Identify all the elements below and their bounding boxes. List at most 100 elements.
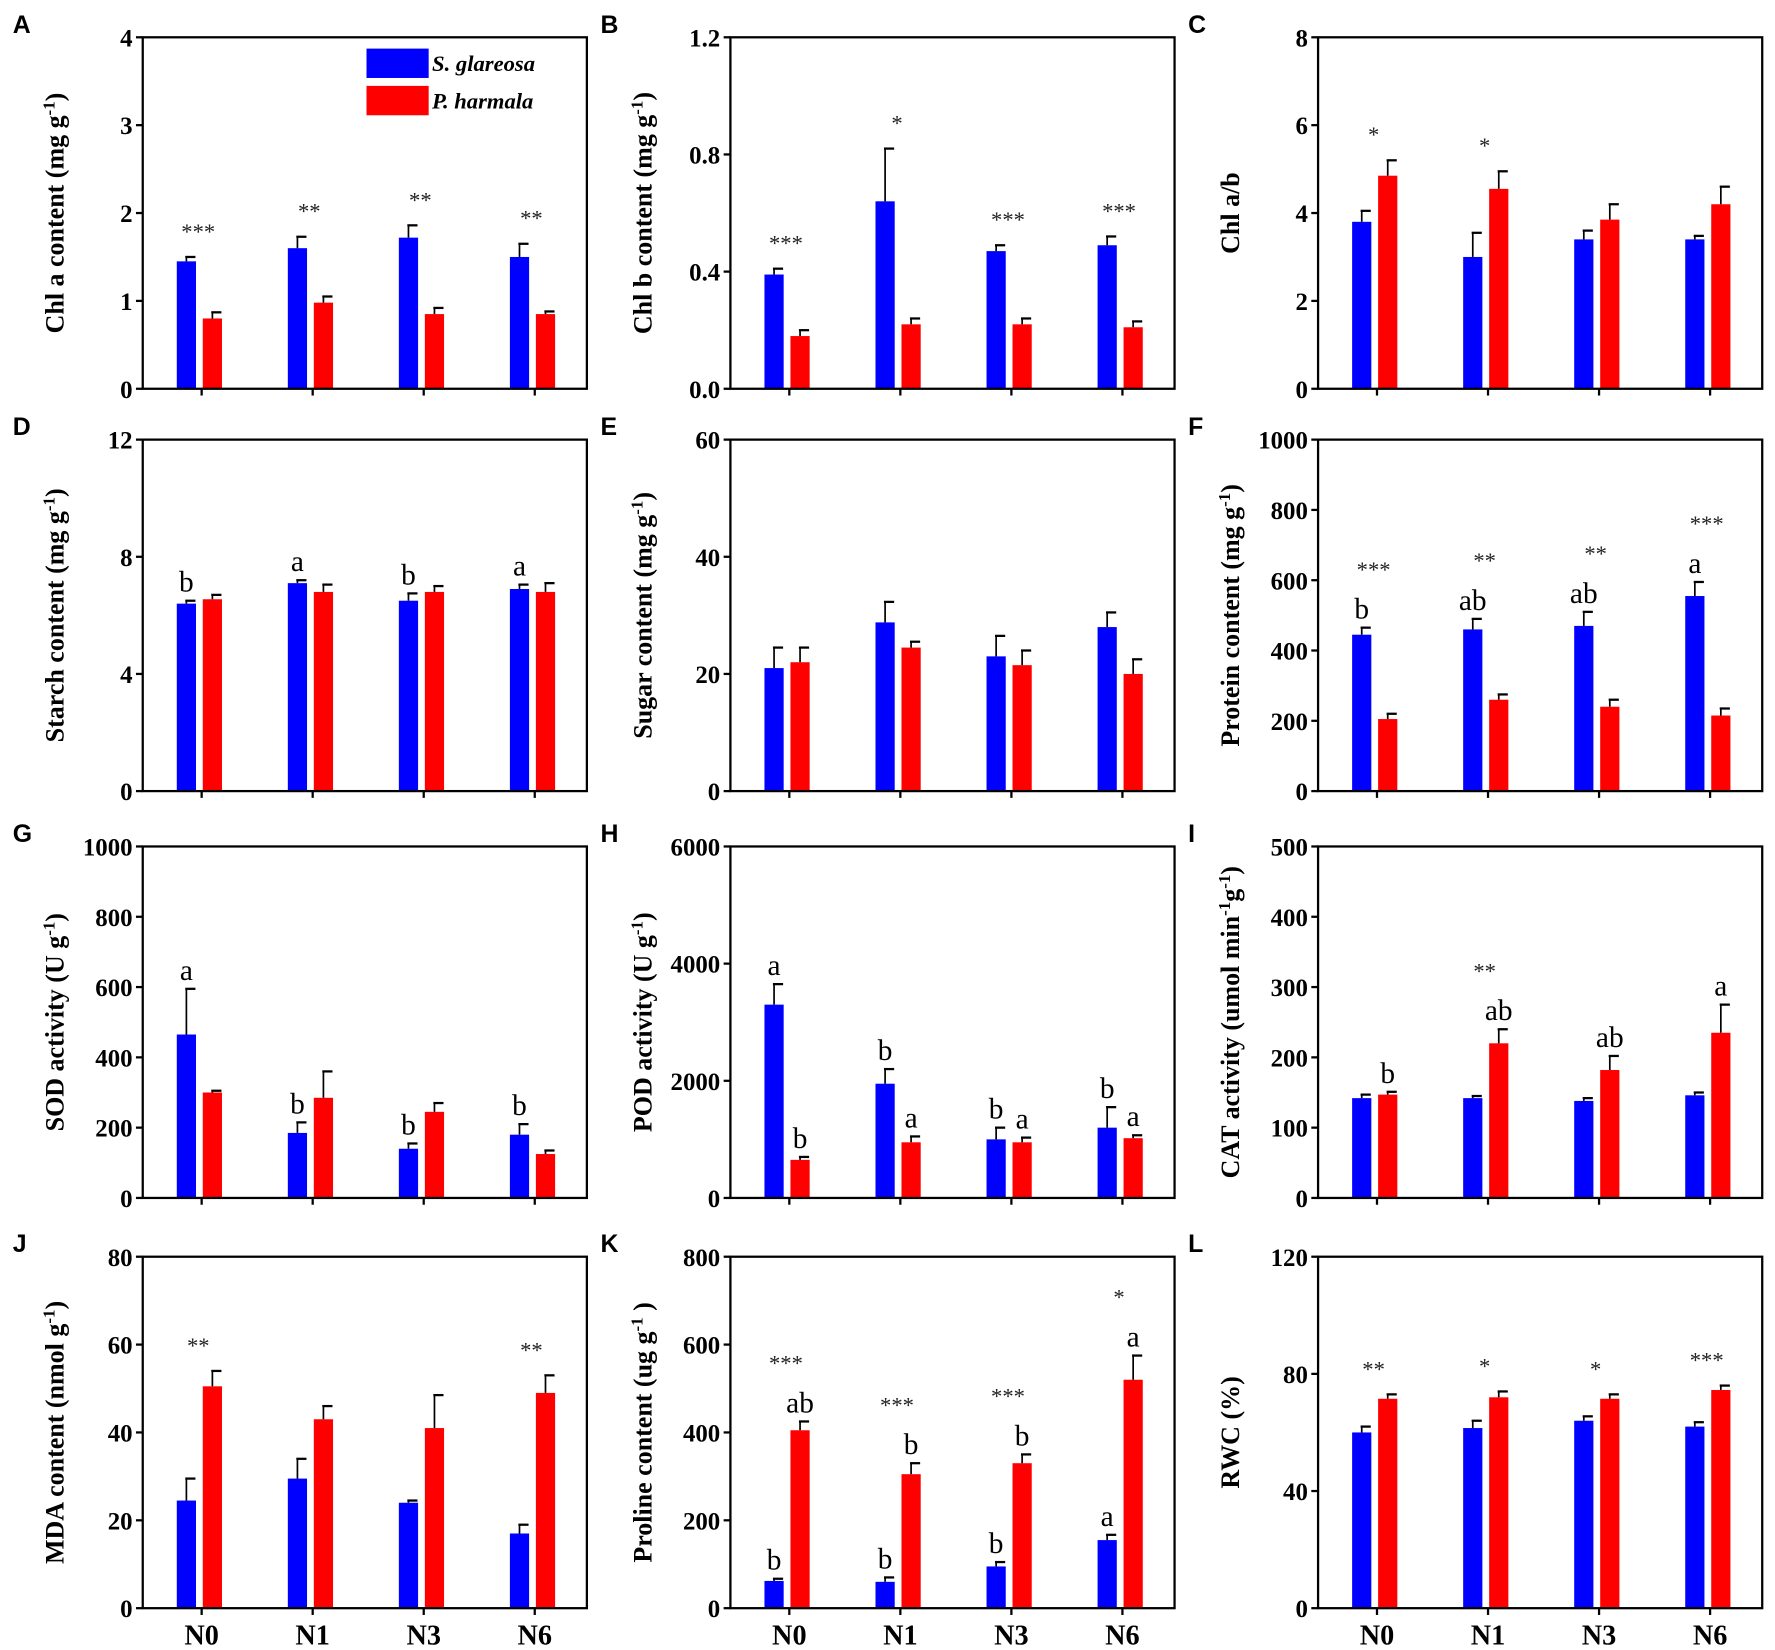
significance-stars: *** (991, 1384, 1025, 1409)
y-tick-label: 0.4 (689, 260, 720, 287)
significance-letter: a (905, 1102, 918, 1134)
panel-l: L 0 40 80 120 RWC (%) N0 ** N1 * N3 * N6 *** (1188, 1230, 1764, 1650)
bar-p-harmala (790, 1159, 810, 1198)
significance-letter: a (1101, 1501, 1114, 1533)
y-tick-label: 2 (1295, 289, 1307, 316)
y-tick-label: 2000 (671, 1069, 721, 1096)
bar-p-harmala (1012, 324, 1032, 389)
bar-p-harmala (1711, 1389, 1731, 1609)
legend-swatch (366, 48, 429, 78)
y-tick-label: 40 (695, 545, 720, 572)
bar-p-harmala (1378, 719, 1398, 792)
bar-p-harmala (1378, 1398, 1398, 1609)
plot-frame (141, 36, 589, 390)
significance-letter: b (1100, 1073, 1115, 1105)
y-tick-label: 20 (108, 1508, 133, 1535)
x-tick-label: N3 (406, 1620, 441, 1650)
panel-d: D 0 4 8 12 Starch content (mg g-1) b a b a (13, 413, 589, 806)
bar-p-harmala (1600, 706, 1620, 792)
panel-label: H (600, 820, 618, 848)
bar-p-harmala (901, 1474, 921, 1609)
legend: S. glareosa P. harmala (366, 48, 535, 116)
bar-p-harmala (1711, 1032, 1731, 1198)
bar-s-glareosa (1463, 1428, 1483, 1609)
bar-p-harmala (1123, 327, 1143, 389)
plot-frame (141, 438, 589, 793)
significance-letter: ab (1459, 585, 1487, 617)
legend-label: P. harmala (431, 88, 533, 113)
bar-s-glareosa (764, 1004, 784, 1198)
y-tick-label: 4 (120, 25, 132, 52)
bar-s-glareosa (398, 1502, 419, 1609)
legend-label: S. glareosa (432, 51, 535, 76)
bar-p-harmala (901, 324, 921, 389)
y-tick-label: 0 (708, 1186, 720, 1213)
significance-stars: *** (181, 219, 215, 244)
bar-s-glareosa (176, 261, 196, 389)
significance-letter: a (1688, 548, 1701, 580)
panel-label: G (13, 820, 32, 848)
significance-stars: * (1368, 122, 1379, 147)
y-axis-label: CAT activity (umol min-1g-1) (1214, 866, 1245, 1178)
y-tick-label: 60 (695, 428, 720, 455)
y-tick-label: 200 (95, 1116, 132, 1143)
y-tick-label: 60 (108, 1333, 133, 1360)
y-tick-label: 800 (95, 905, 132, 932)
plot-frame (729, 845, 1176, 1200)
panel-label: F (1188, 413, 1203, 441)
significance-letter: b (1354, 594, 1369, 626)
bar-s-glareosa (875, 201, 895, 389)
y-tick-label: 500 (1271, 835, 1308, 862)
bar-s-glareosa (986, 1139, 1006, 1198)
y-tick-label: 1000 (83, 835, 133, 862)
bar-s-glareosa (398, 1148, 419, 1198)
x-tick-label: N6 (1105, 1620, 1140, 1650)
plot-frame (729, 438, 1176, 793)
significance-stars: ** (1584, 541, 1607, 566)
y-tick-label: 0 (1295, 377, 1307, 404)
bar-s-glareosa (176, 1500, 196, 1609)
bar-s-glareosa (1097, 1127, 1117, 1198)
y-tick-label: 600 (95, 975, 132, 1002)
bar-s-glareosa (875, 1083, 895, 1198)
panel-e: E 0 20 40 60 Sugar content (mg g-1) (600, 413, 1176, 806)
bar-p-harmala (424, 1428, 445, 1609)
significance-stars: ** (1473, 958, 1496, 983)
y-tick-label: 40 (108, 1420, 133, 1447)
bar-p-harmala (790, 1430, 810, 1609)
significance-letter: b (989, 1094, 1004, 1126)
y-tick-label: 800 (1271, 498, 1308, 525)
bar-p-harmala (202, 599, 222, 792)
bar-p-harmala (1012, 665, 1032, 792)
bar-p-harmala (1012, 1463, 1032, 1609)
bar-p-harmala (790, 336, 810, 389)
bar-s-glareosa (398, 237, 419, 389)
y-axis-label: POD activity (U g-1) (627, 912, 657, 1132)
bar-s-glareosa (509, 256, 530, 389)
y-tick-label: 4 (120, 662, 132, 689)
y-axis-label: RWC (%) (1216, 1376, 1245, 1488)
significance-stars: *** (1357, 557, 1391, 582)
significance-stars: *** (991, 207, 1025, 232)
significance-letter: b (1380, 1058, 1395, 1090)
significance-letter: b (793, 1123, 808, 1155)
bar-s-glareosa (764, 668, 784, 792)
significance-letter: b (904, 1429, 919, 1461)
panel-label: A (13, 11, 31, 39)
panel-label: J (13, 1230, 27, 1258)
y-tick-label: 80 (108, 1245, 133, 1272)
significance-letter: a (768, 950, 781, 982)
plot-frame (1316, 36, 1764, 390)
y-tick-label: 8 (120, 545, 132, 572)
bar-s-glareosa (1352, 1098, 1372, 1198)
bar-p-harmala (901, 1142, 921, 1198)
y-tick-label: 0 (1295, 1596, 1307, 1623)
y-tick-label: 400 (1271, 639, 1308, 666)
y-axis-label: Proline content (ug g-1 ) (627, 1302, 658, 1562)
panel-label: L (1188, 1230, 1203, 1258)
panel-c: C 0 2 4 6 8 Chl a/b * * (1188, 11, 1764, 404)
significance-stars: * (1590, 1356, 1601, 1381)
